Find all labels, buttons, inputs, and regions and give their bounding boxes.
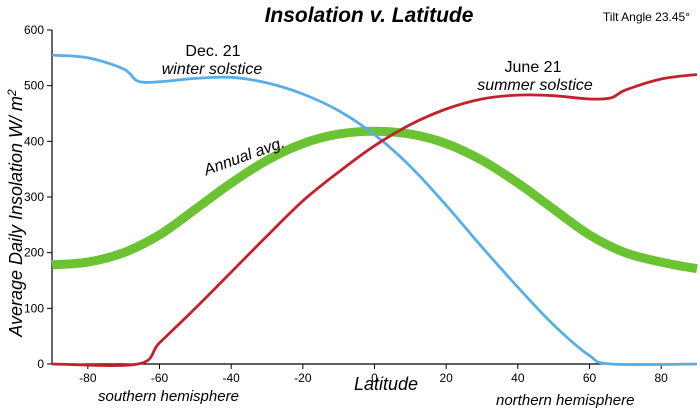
y-tick-label: 100 bbox=[24, 301, 44, 315]
x-axis-title: Latitude bbox=[354, 374, 418, 394]
northern-hemisphere-label: northern hemisphere bbox=[496, 392, 634, 409]
x-tick-label: 80 bbox=[654, 371, 668, 385]
winter-solstice-label: winter solstice bbox=[162, 61, 263, 78]
summer-line bbox=[51, 73, 698, 367]
x-tick-label: -20 bbox=[294, 371, 312, 385]
x-tick-label: -80 bbox=[79, 371, 97, 385]
y-tick-label: 300 bbox=[24, 190, 44, 204]
x-tick-label: -60 bbox=[151, 371, 169, 385]
y-ticks: 0 100 200 300 400 500 600 bbox=[24, 23, 52, 371]
y-axis-title-sup: 2 bbox=[5, 89, 19, 97]
x-ticks: -80 -60 -40 -20 0 20 40 60 80 bbox=[79, 364, 668, 385]
chart-title: Insolation v. Latitude bbox=[265, 4, 474, 27]
x-tick-label: 60 bbox=[583, 371, 597, 385]
annual-line bbox=[51, 126, 698, 274]
x-tick-label: 40 bbox=[511, 371, 525, 385]
dec-21-label: Dec. 21 bbox=[185, 43, 240, 60]
y-tick-label: 500 bbox=[24, 79, 44, 93]
series-layer bbox=[51, 53, 698, 367]
y-tick-label: 0 bbox=[37, 357, 44, 371]
y-axis-title-main: Average Daily Insolation W/ m bbox=[6, 96, 26, 338]
winter-line bbox=[51, 53, 698, 367]
southern-hemisphere-label: southern hemisphere bbox=[98, 388, 239, 405]
y-tick-label: 400 bbox=[24, 134, 44, 148]
tilt-angle-note: Tilt Angle 23.45° bbox=[603, 10, 690, 24]
x-tick-label: 0 bbox=[371, 371, 378, 385]
y-axis-title: Average Daily Insolation W/ m2 bbox=[5, 89, 26, 338]
x-tick-label: -40 bbox=[222, 371, 240, 385]
svg-text:Average Daily Insolation W/ m2: Average Daily Insolation W/ m2 bbox=[5, 89, 26, 338]
y-tick-label: 600 bbox=[24, 23, 44, 37]
june-21-label: June 21 bbox=[505, 59, 562, 76]
x-tick-label: 20 bbox=[439, 371, 453, 385]
y-tick-label: 200 bbox=[24, 246, 44, 260]
summer-solstice-label: summer solstice bbox=[477, 77, 593, 94]
